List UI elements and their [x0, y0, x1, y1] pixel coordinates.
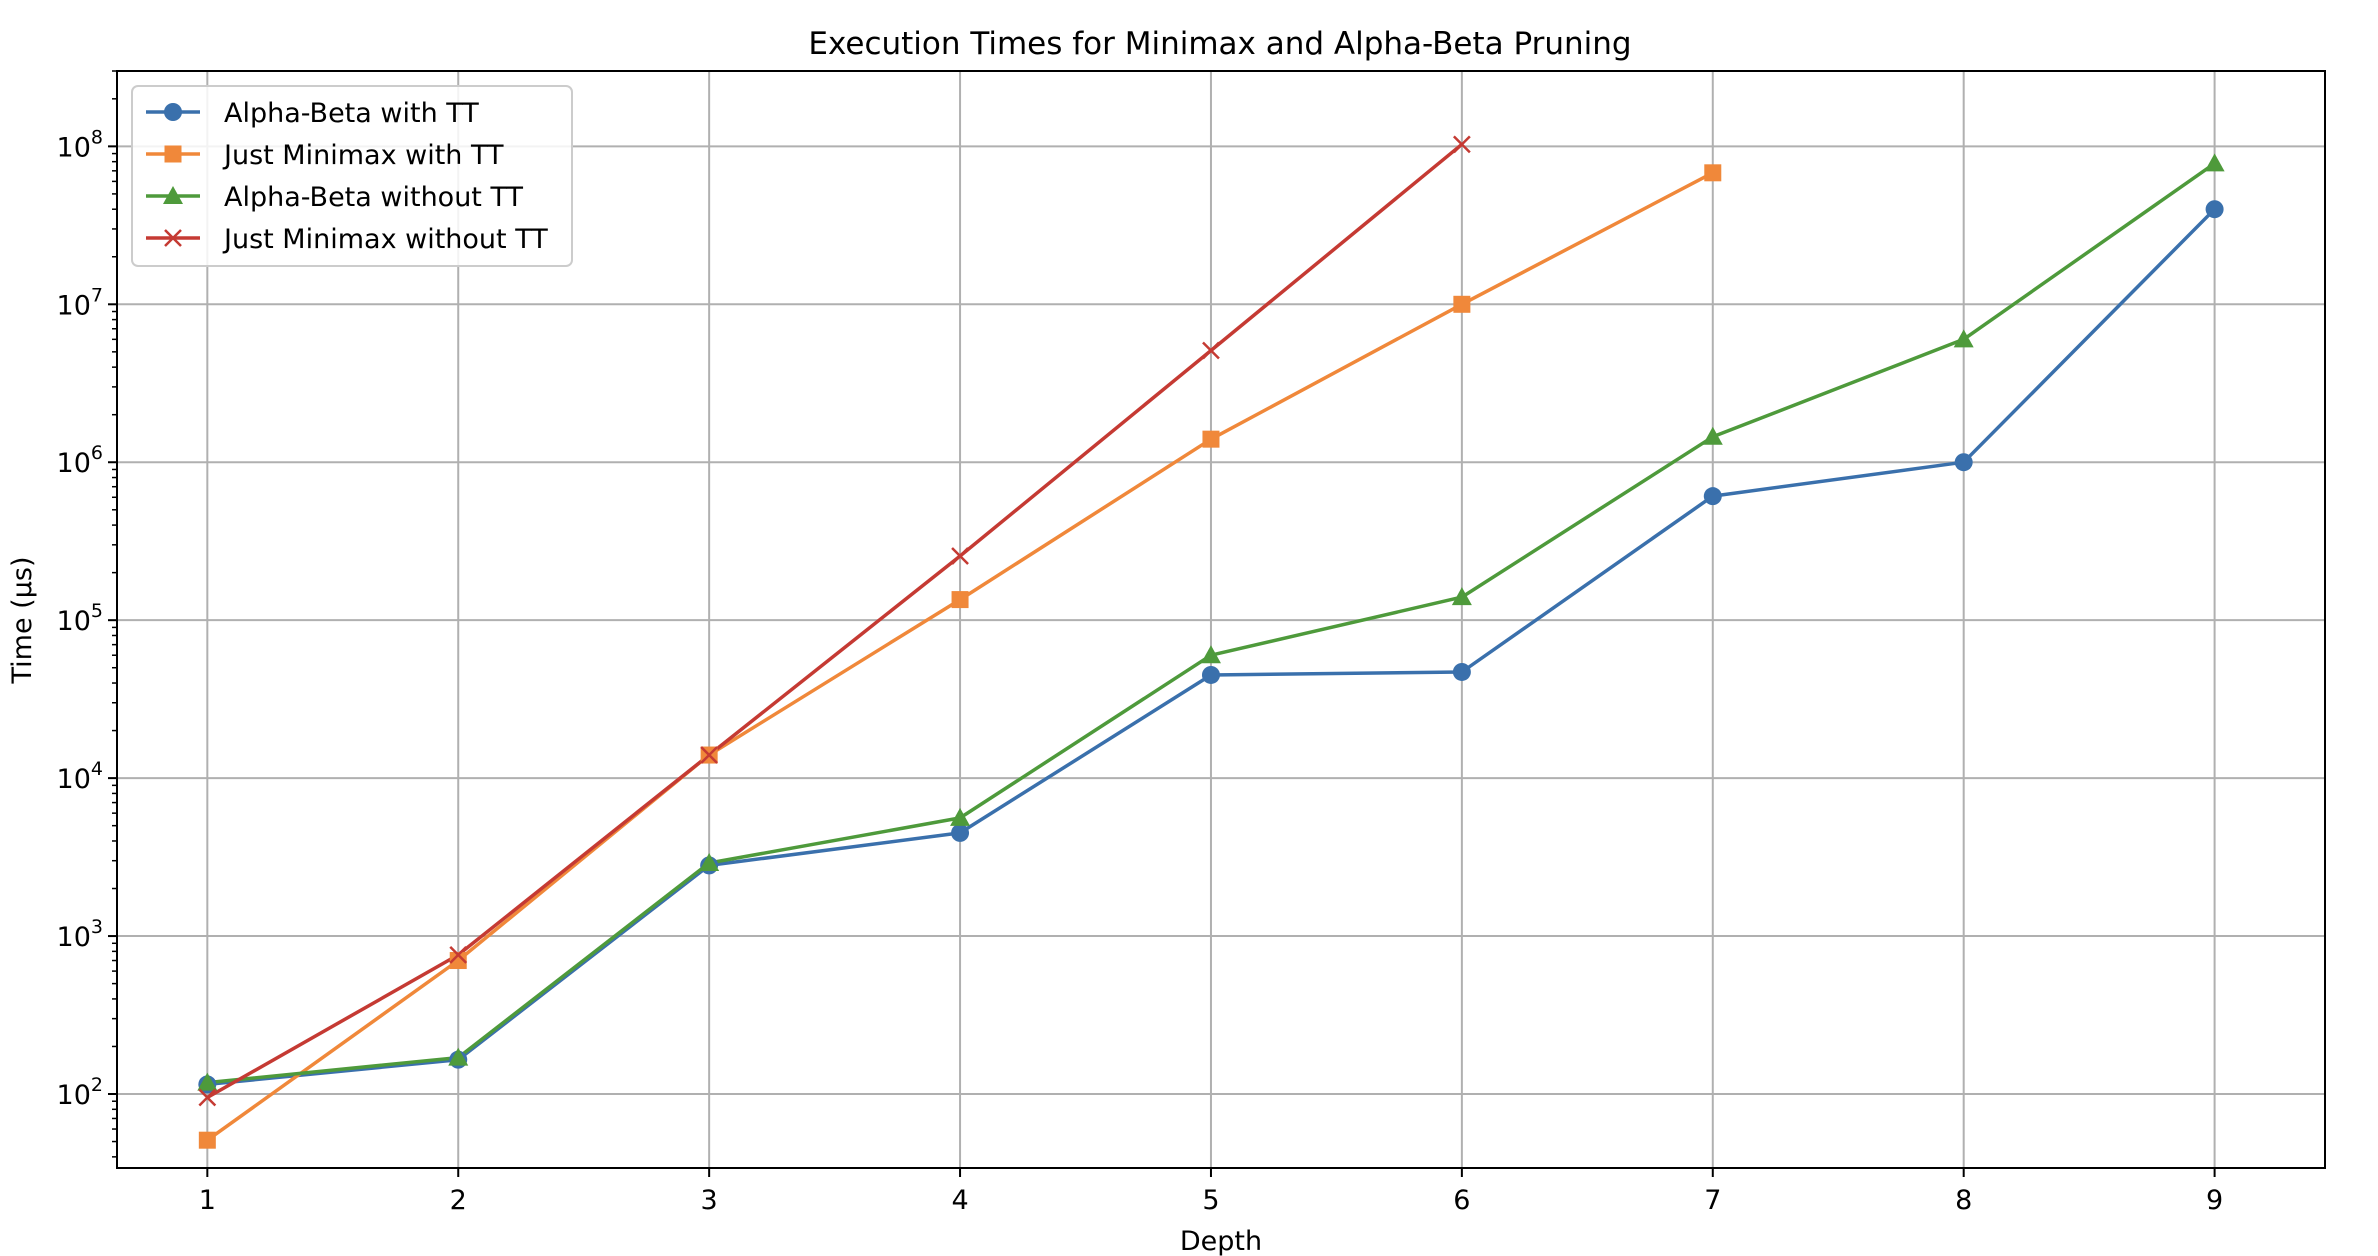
data-point-series-2 — [198, 1131, 216, 1149]
y-tick-label: 104 — [57, 758, 103, 795]
legend-marker — [163, 186, 183, 204]
x-tick-label: 2 — [450, 1185, 467, 1216]
data-point-series-1 — [1452, 662, 1471, 681]
data-point-series-3 — [950, 807, 971, 826]
data-point-series-1 — [1954, 453, 1973, 472]
x-axis-label: Depth — [1180, 1226, 1262, 1256]
legend-box — [131, 85, 573, 267]
data-point-series-3 — [197, 1072, 218, 1091]
data-point-series-3 — [1953, 329, 1974, 348]
data-point-series-4 — [1202, 341, 1220, 360]
y-tick-label: 107 — [57, 284, 103, 321]
legend-label: Just Minimax with TT — [222, 140, 504, 171]
legend-marker — [164, 229, 182, 247]
legend-marker — [164, 145, 182, 163]
data-point-series-4 — [198, 1088, 217, 1107]
series-markers — [197, 135, 2225, 1149]
data-point-series-1 — [1703, 487, 1722, 506]
data-point-series-4 — [449, 946, 468, 964]
y-tick-label: 108 — [57, 126, 103, 163]
legend-label: Just Minimax without TT — [222, 224, 548, 255]
grid — [117, 71, 2325, 1168]
data-point-series-3 — [448, 1047, 469, 1066]
x-tick-label: 9 — [2206, 1185, 2223, 1216]
data-point-series-1 — [2205, 200, 2224, 219]
data-point-series-4 — [951, 547, 969, 565]
data-point-series-2 — [1453, 295, 1471, 313]
legend-marker — [164, 103, 182, 121]
chart-title: Execution Times for Minimax and Alpha-Be… — [808, 26, 1631, 62]
data-point-series-3 — [699, 853, 720, 872]
data-point-series-2 — [1202, 430, 1220, 448]
x-tick-label: 5 — [1202, 1185, 1219, 1216]
y-axis-label: Time (µs) — [7, 557, 38, 685]
y-tick-label: 103 — [57, 916, 103, 953]
y-tick-label: 105 — [57, 600, 103, 637]
data-point-series-2 — [449, 952, 467, 970]
axis-ticks: 1 2 3 4 5 6 7 8 9 102 103 104 105 106 107 108 — [57, 70, 2223, 1216]
data-point-series-4 — [1452, 135, 1471, 154]
data-point-series-2 — [1704, 164, 1722, 182]
legend-label: Alpha-Beta without TT — [224, 182, 523, 213]
y-tick-label: 106 — [57, 442, 103, 479]
x-tick-label: 6 — [1453, 1185, 1470, 1216]
x-tick-label: 8 — [1955, 1185, 1972, 1216]
data-point-series-1 — [951, 823, 970, 842]
data-point-series-3 — [1702, 426, 1723, 445]
data-point-series-3 — [2204, 153, 2225, 172]
x-tick-label: 3 — [701, 1185, 718, 1216]
x-tick-label: 1 — [199, 1185, 216, 1216]
data-point-series-3 — [1451, 587, 1472, 606]
series-line-4 — [206, 142, 1464, 1100]
data-point-series-3 — [1200, 645, 1221, 664]
legend: Alpha-Beta with TT Just Minimax with TT Al… — [131, 85, 573, 267]
legend-label: Alpha-Beta with TT — [224, 98, 479, 129]
x-tick-label: 4 — [951, 1185, 968, 1216]
x-tick-label: 7 — [1704, 1185, 1721, 1216]
data-point-series-4 — [700, 746, 719, 764]
data-point-series-2 — [951, 591, 969, 609]
y-tick-label: 102 — [57, 1074, 103, 1111]
data-point-series-1 — [1201, 665, 1220, 684]
